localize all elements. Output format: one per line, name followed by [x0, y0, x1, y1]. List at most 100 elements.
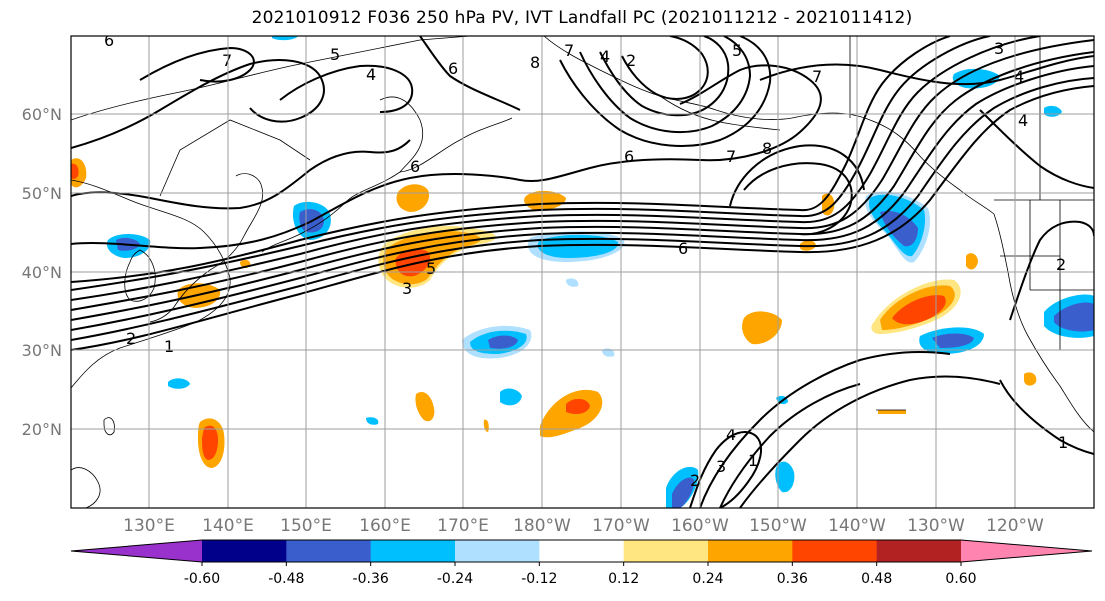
- contour-label: 6: [678, 239, 688, 258]
- colorbar-swatch: [370, 540, 456, 562]
- contour-label: 5: [330, 45, 340, 64]
- contour-label: 2: [126, 329, 136, 348]
- longitude-label: 180°W: [513, 516, 571, 536]
- longitude-label: 150°E: [280, 516, 332, 536]
- longitude-label: 160°E: [359, 516, 411, 536]
- contour-siberia: [419, 36, 521, 111]
- longitude-label: 170°W: [592, 516, 650, 536]
- colorbar-tick-label: -0.24: [437, 571, 473, 587]
- colorbar-swatch: [286, 540, 372, 562]
- colorbar-swatch: [539, 540, 625, 562]
- anomaly-patch: [932, 333, 974, 348]
- contour-label: 6: [624, 147, 634, 166]
- latitude-label: 30°N: [22, 341, 62, 360]
- longitude-label: 120°W: [986, 516, 1044, 536]
- anomaly-patch: [396, 184, 430, 212]
- latitude-label: 40°N: [22, 263, 62, 282]
- anomaly-patch: [1054, 302, 1094, 332]
- anomaly-patch: [415, 391, 435, 422]
- colorbar-tick-label: 0.36: [777, 571, 808, 587]
- anomaly-patch: [892, 295, 946, 325]
- contour-label: 1: [748, 451, 758, 470]
- colorbar-tick-label: -0.48: [268, 571, 304, 587]
- contour-label: 5: [426, 259, 436, 278]
- contour-west-us-2: [999, 379, 1094, 455]
- colorbar-swatch: [455, 540, 540, 562]
- anomaly-patch: [672, 477, 694, 508]
- coastline-japan: [149, 173, 264, 323]
- contour-label: 1: [1058, 433, 1068, 452]
- anomaly-patch: [742, 311, 782, 345]
- anomaly-patch: [202, 425, 218, 460]
- contour-label: 1: [164, 337, 174, 356]
- latitude-label: 60°N: [22, 105, 62, 124]
- longitude-label: 170°E: [437, 516, 489, 536]
- latitude-labels: 60°N 50°N 40°N 30°N 20°N: [22, 105, 62, 439]
- contour-canada: [979, 109, 1094, 189]
- longitude-label: 160°W: [671, 516, 729, 536]
- anomaly-patch: [537, 234, 619, 258]
- contour-label: 8: [530, 53, 540, 72]
- colorbar-tick-label: 0.24: [692, 571, 723, 587]
- contour-bering-low-2: [579, 36, 752, 134]
- longitude-labels: 130°E 140°E 150°E 160°E 170°E 180°W 170°…: [123, 516, 1044, 536]
- longitude-label: 130°W: [907, 516, 965, 536]
- contour-label: 4: [366, 65, 376, 84]
- contour-label: 2: [626, 51, 636, 70]
- contour-jet-7: [71, 36, 991, 291]
- contour-label: 7: [726, 147, 736, 166]
- contour-label: 3: [402, 279, 412, 298]
- contour-label: 4: [1014, 67, 1024, 86]
- anomaly-patch: [878, 410, 906, 414]
- colorbar-swatch: [623, 540, 709, 562]
- contour-label: 6: [448, 59, 458, 78]
- coastline-asia: [71, 36, 471, 121]
- contour-label: 4: [1018, 111, 1028, 130]
- anomaly-patch: [1024, 372, 1037, 386]
- anomaly-patch: [524, 190, 566, 211]
- plot-title: 2021010912 F036 250 hPa PV, IVT Landfall…: [251, 8, 913, 28]
- coastline-china: [71, 179, 231, 389]
- contour-jet-4: [71, 51, 1094, 321]
- colorbar-swatch: [202, 540, 287, 562]
- contour-north-pacific: [71, 64, 822, 250]
- anomaly-patch: [272, 36, 298, 41]
- contour-label: 4: [726, 425, 736, 444]
- colorbar-swatch: [792, 540, 878, 562]
- contour-label: 7: [564, 41, 574, 60]
- anomaly-patch: [488, 335, 518, 349]
- latitude-label: 20°N: [22, 420, 62, 439]
- latitude-label: 50°N: [22, 184, 62, 203]
- anomaly-patch: [71, 163, 79, 179]
- contour-jet-2: [71, 77, 1094, 341]
- contour-subtropical-1: [699, 351, 951, 508]
- contour-jet-6: [71, 36, 1041, 301]
- contour-subtropical-4: [739, 375, 1001, 508]
- anomaly-patch: [966, 253, 978, 270]
- longitude-label: 150°W: [749, 516, 807, 536]
- map-frame: [70, 35, 1095, 509]
- colorbar-tick-label: -0.60: [184, 571, 220, 587]
- contour-bering-low-3: [599, 36, 730, 117]
- colorbar-tick-label: -0.12: [521, 571, 557, 587]
- contour-gulf-high: [743, 162, 853, 236]
- border-china: [159, 119, 311, 197]
- contour-bering-low: [559, 36, 772, 147]
- contour-label: 8: [762, 139, 772, 158]
- anomaly-patch: [366, 417, 379, 425]
- coastline-kamchatka: [399, 117, 513, 173]
- contour-subtropical-2: [719, 383, 861, 508]
- contour-label-group: 6 7 5 4 6 8 7 4 2 5 7 3 4 4 6 6 7 8 6 5 …: [104, 36, 1068, 490]
- colorbar-tick-label: 0.12: [608, 571, 639, 587]
- contour-label: 6: [410, 157, 420, 176]
- colorbar-tick-label: 0.60: [945, 571, 976, 587]
- contour-label: 7: [812, 67, 822, 86]
- contour-arctic: [759, 55, 1094, 86]
- border-us-states: [1000, 200, 1094, 350]
- contour-label: 4: [600, 47, 610, 66]
- coastline-philippines: [71, 467, 101, 508]
- longitude-label: 140°W: [828, 516, 886, 536]
- contour-gulf-2: [729, 144, 865, 207]
- contour-label: 3: [994, 39, 1004, 58]
